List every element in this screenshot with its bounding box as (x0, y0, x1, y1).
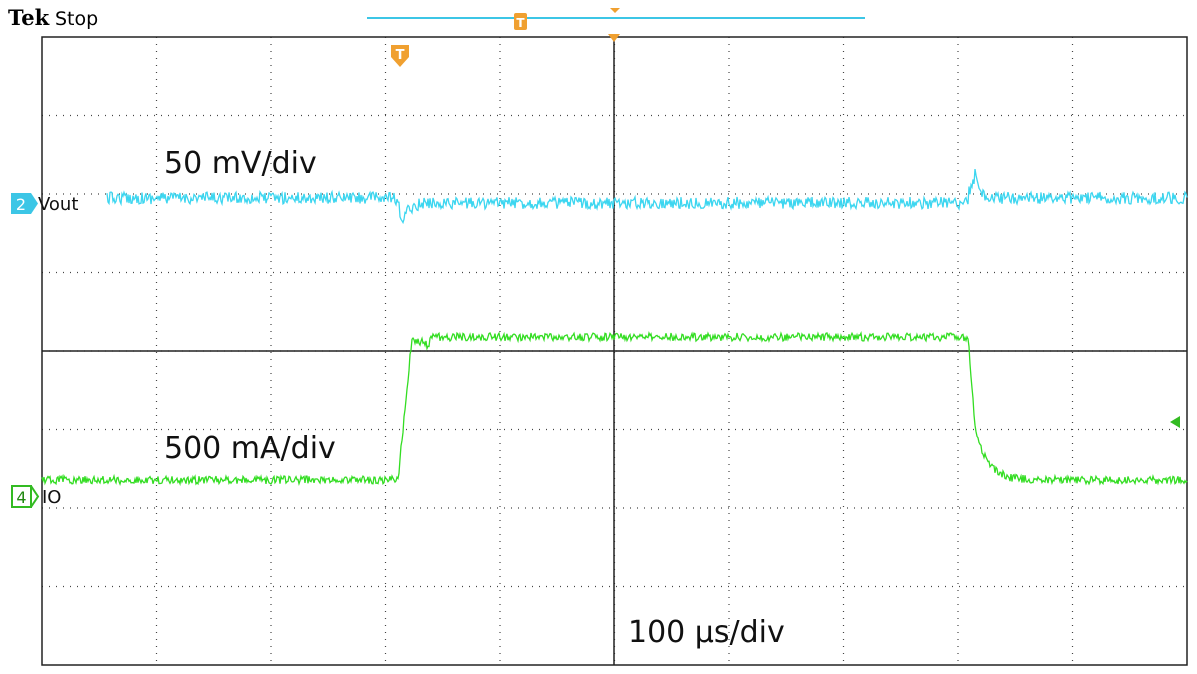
ch4-label: IO (42, 487, 61, 508)
io-trace (41, 330, 1188, 487)
timebase: 100 µs/div (628, 615, 785, 650)
ch4-number: 4 (16, 488, 26, 507)
vout-trace (106, 168, 1188, 225)
ch4-scale: 500 mA/div (164, 431, 336, 466)
ch4-badge (11, 485, 32, 508)
ch2-number: 2 (16, 195, 26, 214)
trigger-marker (391, 45, 409, 67)
trigger-position (514, 13, 527, 30)
brand: Tek (8, 5, 50, 30)
trigger-marker-label: T (396, 48, 405, 63)
trigger-level (1170, 416, 1180, 428)
ch2-scale: 50 mV/div (164, 146, 317, 181)
ch2-arrow (31, 193, 38, 214)
ch2-badge (11, 193, 31, 214)
center-marker (610, 8, 620, 13)
horizontal-position (608, 34, 620, 42)
ch4-arrow (30, 485, 40, 508)
trigger-position-label: T (516, 16, 525, 30)
ch2-label: Vout (38, 194, 78, 215)
run-status: Stop (55, 8, 98, 30)
